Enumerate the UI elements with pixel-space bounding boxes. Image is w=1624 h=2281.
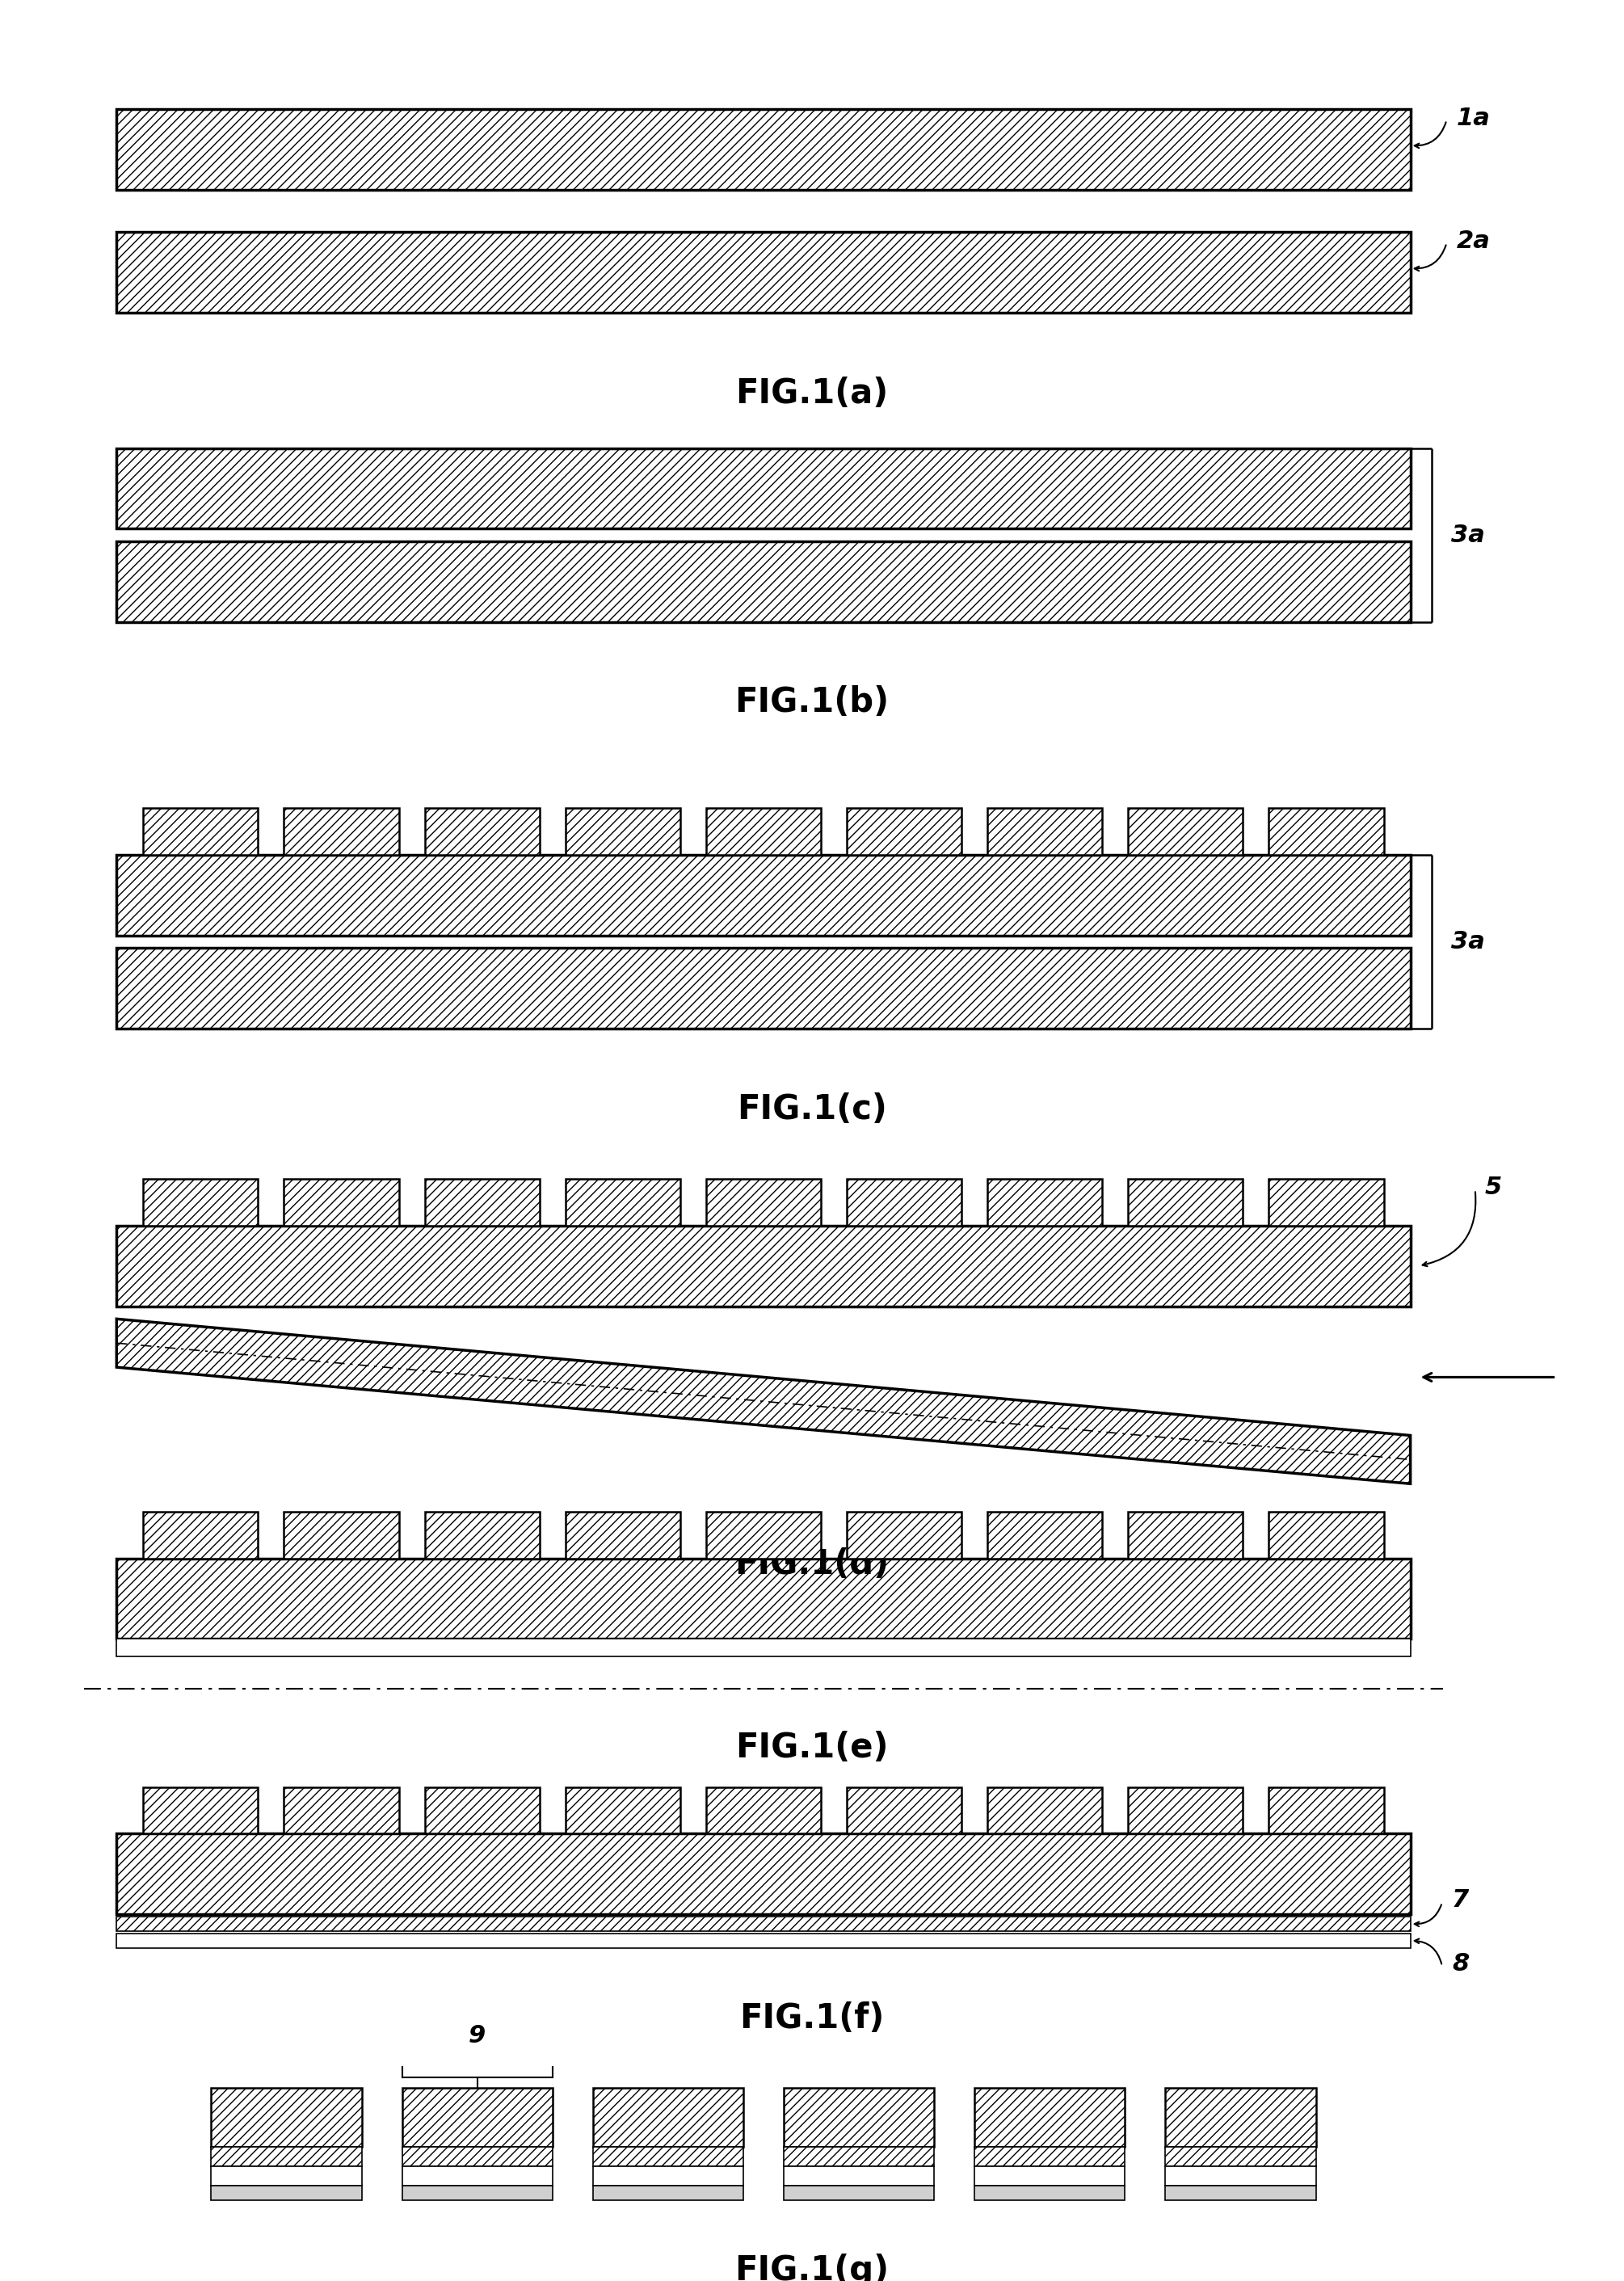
Bar <box>284 1512 400 1558</box>
Bar <box>1129 807 1242 855</box>
Bar <box>1166 2185 1315 2201</box>
Polygon shape <box>117 1318 1410 1483</box>
Text: 1a: 1a <box>1457 107 1491 130</box>
Bar <box>784 2167 934 2185</box>
Bar <box>593 2146 744 2167</box>
Bar <box>143 1786 258 1834</box>
Text: 8: 8 <box>1452 1953 1470 1975</box>
Bar <box>211 2087 362 2146</box>
Bar <box>117 541 1410 623</box>
Bar <box>117 449 1410 529</box>
Bar <box>706 1786 820 1834</box>
Text: 9: 9 <box>469 2023 486 2048</box>
Bar <box>117 1638 1410 1656</box>
Bar <box>1166 2167 1315 2185</box>
Bar <box>117 1225 1410 1307</box>
Bar <box>974 2185 1125 2201</box>
Bar <box>143 807 258 855</box>
Bar <box>284 807 400 855</box>
Text: FIG.1(e): FIG.1(e) <box>736 1731 888 1765</box>
Bar <box>846 1512 961 1558</box>
Bar <box>1166 2146 1315 2167</box>
Bar <box>117 1834 1410 1914</box>
Text: FIG.1(b): FIG.1(b) <box>734 687 890 719</box>
Bar <box>403 2087 552 2146</box>
Bar <box>565 1512 680 1558</box>
Bar <box>403 2146 552 2167</box>
Text: 7: 7 <box>1452 1889 1470 1911</box>
Bar <box>987 807 1103 855</box>
Bar <box>1129 1786 1242 1834</box>
Text: 3a: 3a <box>1450 931 1484 953</box>
Bar <box>784 2087 934 2146</box>
Bar <box>593 2087 744 2146</box>
Bar <box>117 949 1410 1029</box>
Bar <box>424 807 539 855</box>
Bar <box>593 2185 744 2201</box>
Bar <box>846 807 961 855</box>
Bar <box>284 1786 400 1834</box>
Bar <box>117 855 1410 935</box>
Text: FIG.1(c): FIG.1(c) <box>737 1093 887 1127</box>
Bar <box>1268 807 1384 855</box>
Bar <box>1129 1179 1242 1225</box>
Text: 5: 5 <box>1484 1177 1502 1200</box>
Bar <box>565 1786 680 1834</box>
Bar <box>1268 1179 1384 1225</box>
Bar <box>987 1786 1103 1834</box>
Bar <box>706 1512 820 1558</box>
Bar <box>117 1934 1410 1948</box>
Text: FIG.1(d): FIG.1(d) <box>734 1547 890 1581</box>
Bar <box>706 1179 820 1225</box>
Text: 3a: 3a <box>1450 522 1484 547</box>
Bar <box>987 1512 1103 1558</box>
Bar <box>565 1179 680 1225</box>
Bar <box>284 1179 400 1225</box>
Bar <box>784 2185 934 2201</box>
Text: 2a: 2a <box>1457 228 1491 253</box>
Bar <box>424 1512 539 1558</box>
Bar <box>974 2087 1125 2146</box>
Bar <box>117 109 1410 189</box>
Text: FIG.1(f): FIG.1(f) <box>739 2000 885 2035</box>
Bar <box>403 2167 552 2185</box>
Bar <box>784 2146 934 2167</box>
Bar <box>211 2146 362 2167</box>
Text: FIG.1(a): FIG.1(a) <box>736 376 888 411</box>
Bar <box>424 1786 539 1834</box>
Bar <box>846 1179 961 1225</box>
Bar <box>974 2146 1125 2167</box>
Bar <box>143 1179 258 1225</box>
Bar <box>565 807 680 855</box>
Bar <box>1166 2087 1315 2146</box>
Bar <box>117 1558 1410 1638</box>
Bar <box>974 2167 1125 2185</box>
Bar <box>211 2185 362 2201</box>
Text: FIG.1(g): FIG.1(g) <box>734 2254 890 2281</box>
Bar <box>117 1916 1410 1932</box>
Bar <box>143 1512 258 1558</box>
Bar <box>1268 1512 1384 1558</box>
Bar <box>117 233 1410 312</box>
Bar <box>1129 1512 1242 1558</box>
Bar <box>211 2167 362 2185</box>
Bar <box>706 807 820 855</box>
Bar <box>403 2185 552 2201</box>
Bar <box>424 1179 539 1225</box>
Bar <box>987 1179 1103 1225</box>
Bar <box>1268 1786 1384 1834</box>
Bar <box>593 2167 744 2185</box>
Bar <box>846 1786 961 1834</box>
